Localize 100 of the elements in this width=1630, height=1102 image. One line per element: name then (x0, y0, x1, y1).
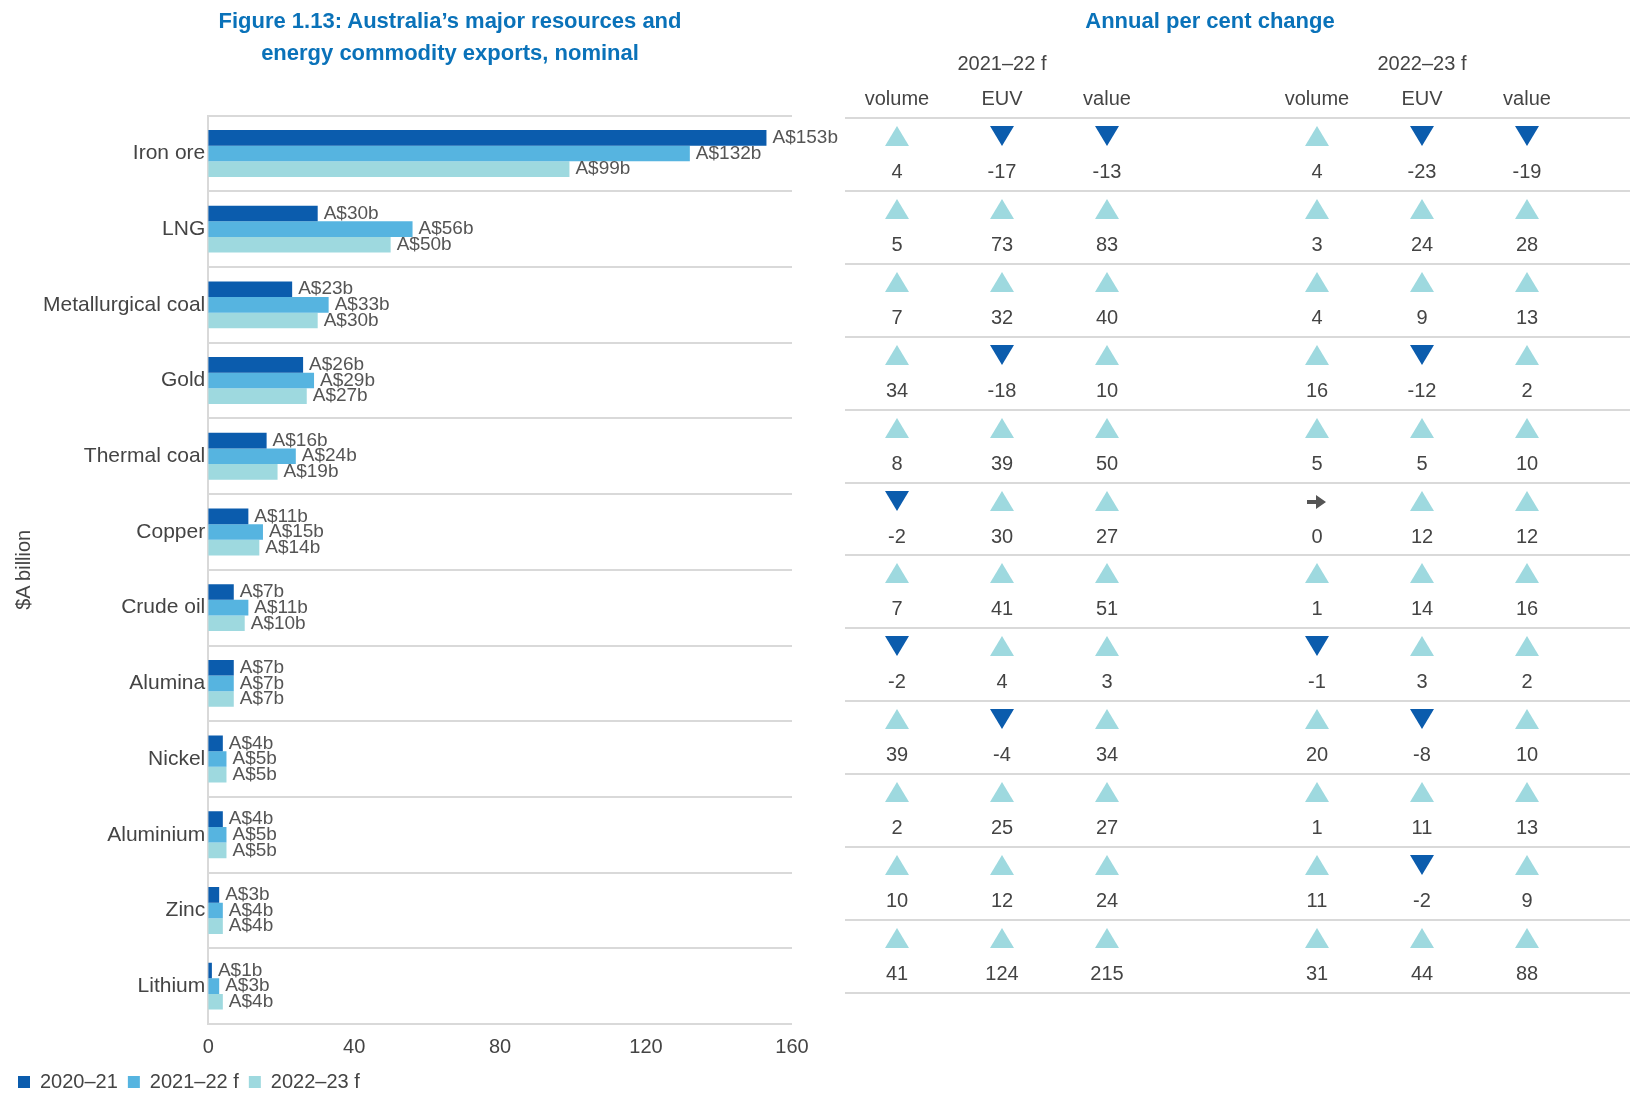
bar (208, 236, 391, 253)
y-tick-label: Copper (136, 518, 206, 542)
bar (208, 811, 223, 827)
bar (208, 918, 223, 934)
bar (208, 145, 690, 162)
y-axis-title: $A billion (11, 529, 34, 610)
bar (208, 524, 263, 540)
text: 1 (1310, 597, 1324, 621)
text: 73 (989, 232, 1015, 256)
text: 4 (1310, 305, 1324, 329)
y-tick-label: LNG (162, 215, 206, 239)
text: -2 (887, 670, 907, 694)
y-tick-label: Zinc (165, 897, 206, 921)
text: 7 (890, 597, 904, 621)
bar (208, 826, 227, 843)
bar (208, 751, 227, 767)
text: 32 (989, 305, 1015, 329)
text: 39 (989, 451, 1015, 475)
text: 5 (1415, 451, 1429, 475)
text: 28 (1514, 232, 1540, 256)
text: 4 (890, 160, 904, 183)
text: -18 (986, 378, 1018, 402)
chart-title: Figure 1.13: Australia’s major resources and energy commodity exports, nominal (217, 7, 683, 67)
bar (208, 281, 293, 298)
text: -12 (1406, 378, 1438, 402)
y-tick-label: Alumina (129, 670, 206, 694)
text: 215 (1089, 961, 1125, 985)
text: value (1082, 87, 1132, 110)
bar (208, 161, 570, 177)
text: EUV (980, 87, 1024, 110)
text: 9 (1520, 889, 1534, 912)
text: -4 (992, 743, 1012, 767)
text: -8 (1412, 743, 1432, 767)
bar (208, 766, 227, 783)
x-tick-label: 0 (202, 1034, 214, 1057)
text: 16 (1514, 597, 1540, 621)
text: 25 (989, 816, 1015, 840)
y-tick-label: Thermal coal (83, 443, 206, 467)
bar (208, 129, 767, 146)
text: 2022–23 f (1376, 52, 1468, 75)
text: Annual per cent change (1084, 7, 1336, 35)
text: 12 (1409, 524, 1435, 548)
y-tick-label: Aluminium (107, 821, 206, 845)
text: 14 (1409, 597, 1435, 621)
text: 44 (1409, 961, 1435, 985)
text: 16 (1304, 378, 1330, 402)
bar (208, 978, 220, 994)
bar (208, 584, 234, 600)
text: 41 (884, 961, 910, 985)
bar (208, 886, 220, 903)
bar (208, 615, 245, 632)
text: 10 (884, 889, 910, 912)
text: -2 (887, 524, 907, 548)
bar (208, 735, 223, 752)
text: 39 (884, 743, 910, 767)
bar (208, 993, 223, 1010)
text: 1 (1310, 816, 1324, 840)
bar (208, 372, 315, 389)
text: 88 (1514, 961, 1540, 985)
text: 13 (1514, 305, 1540, 329)
bar (208, 902, 223, 919)
bar (208, 432, 267, 449)
text: 11 (1410, 816, 1434, 840)
x-tick-label: 120 (629, 1034, 663, 1057)
text: 27 (1094, 816, 1120, 840)
text: 34 (884, 378, 910, 402)
bar (208, 205, 318, 222)
text: 124 (984, 961, 1020, 985)
bar (208, 675, 234, 692)
text: 27 (1094, 524, 1120, 548)
text: volume (1283, 87, 1351, 110)
text: 7 (890, 305, 904, 329)
y-tick-label: Gold (160, 367, 206, 391)
x-tick-label: 160 (775, 1034, 809, 1057)
legend-label: 2021–22 f (149, 1069, 240, 1092)
text: -13 (1091, 160, 1123, 183)
data-label: A$153b (772, 126, 838, 148)
bar (208, 539, 260, 556)
text: -17 (986, 160, 1018, 183)
bar (208, 388, 307, 405)
text: 83 (1094, 232, 1120, 256)
data-label: A$30b (323, 201, 379, 223)
text: 3 (1100, 670, 1114, 694)
text: -1 (1307, 670, 1327, 694)
bar (208, 357, 304, 373)
text: 10 (1514, 743, 1540, 767)
text: 2021–22 f (956, 52, 1048, 75)
y-tick-label: Metallurgical coal (42, 291, 206, 315)
text: EUV (1400, 87, 1444, 110)
text: 31 (1304, 961, 1330, 985)
y-tick-label: Nickel (148, 745, 206, 769)
text: value (1502, 87, 1552, 110)
text: 12 (1514, 524, 1540, 548)
text: 20 (1304, 743, 1330, 767)
text: 12 (989, 889, 1015, 912)
text: 40 (1094, 305, 1120, 329)
legend-label: 2020–21 (40, 1069, 118, 1092)
text: -19 (1511, 160, 1543, 183)
text: 11 (1305, 889, 1329, 912)
text: 2 (1520, 378, 1534, 402)
